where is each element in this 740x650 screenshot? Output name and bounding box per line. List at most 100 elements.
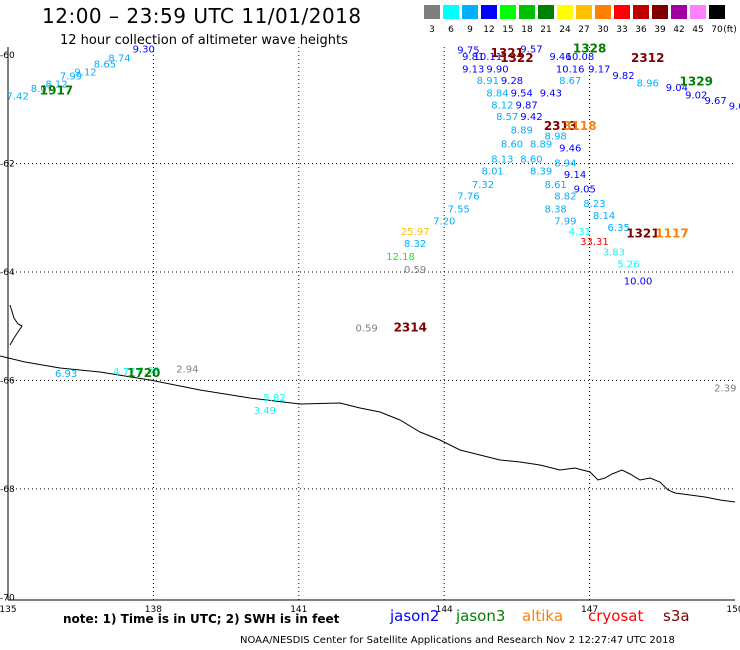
legend-swatch: [424, 5, 440, 19]
legend-label: 9: [467, 25, 473, 35]
pass-id: 1321: [491, 46, 524, 60]
pass-id: 1328: [573, 41, 606, 55]
legend-swatch: [614, 5, 630, 19]
legend-label: 45: [692, 25, 704, 35]
swh-value: 8.07: [31, 84, 53, 95]
swh-value: 9.57: [520, 44, 542, 55]
satellite-altika: altika: [522, 607, 564, 625]
swh-value: 7.76: [457, 191, 479, 202]
swh-value: 9.17: [588, 64, 610, 75]
credit-line: NOAA/NESDIS Center for Satellite Applica…: [240, 635, 675, 646]
swh-value: 7.20: [433, 216, 455, 227]
swh-value: 8.57: [496, 112, 518, 123]
legend-label: 6: [448, 25, 454, 35]
swh-value: 9.04: [666, 83, 688, 94]
legend-label: 33: [616, 25, 628, 35]
swh-value: 8.98: [545, 132, 567, 143]
coastline: [0, 304, 736, 503]
pass-id: 2314: [394, 321, 427, 335]
pass-id: 1117: [655, 226, 688, 240]
swh-value: 10.16: [556, 64, 585, 75]
coast-inlet: [9, 304, 23, 346]
swh-value: 9.12: [74, 68, 96, 79]
swh-value: 9.81: [462, 52, 484, 63]
legend-label: 3: [429, 25, 435, 35]
legend-label: 70: [711, 25, 723, 35]
swh-value: 10.11: [473, 52, 502, 63]
swh-value: 7.42: [7, 92, 29, 103]
legend-label: 12: [483, 25, 495, 35]
swh-value: 9.30: [133, 44, 155, 55]
swh-value: 8.91: [477, 76, 499, 87]
swh-value: 6.93: [55, 369, 77, 380]
pass-id: 2313: [544, 119, 577, 133]
swh-value: 7.99: [60, 72, 82, 83]
lon-label: 138: [145, 605, 162, 615]
swh-value: 12.18: [386, 252, 415, 263]
swh-value: 8.13: [491, 154, 513, 165]
legend-swatch: [462, 5, 478, 19]
pass-id: 1321: [626, 226, 659, 240]
lat-label: -64: [0, 268, 15, 278]
satellite-jason2: jason2: [390, 607, 440, 625]
swh-value: 7.32: [472, 180, 494, 191]
swh-value: 8.74: [108, 54, 130, 65]
legend-swatch: [595, 5, 611, 19]
swh-value: 0.59: [404, 265, 426, 276]
swh-value: 4.77: [113, 367, 135, 378]
legend-swatch: [481, 5, 497, 19]
legend-swatch: [443, 5, 459, 19]
antarctic-coast: [0, 355, 736, 503]
swh-value: 5.26: [617, 260, 639, 271]
swh-value: 9.14: [564, 170, 586, 181]
swh-value: 3.49: [254, 406, 276, 417]
swh-value: 8.94: [554, 158, 576, 169]
swh-value: 4.31: [569, 227, 591, 238]
swh-value: 2.94: [176, 364, 198, 375]
legend-swatch: [652, 5, 668, 19]
swh-value: 8.67: [559, 76, 581, 87]
swh-value: 8.12: [45, 80, 67, 91]
lon-label: 150: [726, 605, 740, 615]
swh-value: 8.61: [545, 180, 567, 191]
pass-id: 1329: [680, 74, 713, 88]
swh-value: 9.43: [540, 88, 562, 99]
swh-value: 9.46: [559, 144, 581, 155]
swh-value: 9.02: [685, 91, 707, 102]
map-frame: [7, 47, 735, 601]
lat-label: -66: [0, 376, 15, 386]
legend-label: 36: [635, 25, 647, 35]
swh-value: 8.14: [593, 211, 615, 222]
lat-lon-grid: [8, 47, 735, 600]
legend-label: 18: [521, 25, 533, 35]
pass-id: 1720: [127, 366, 160, 380]
legend-label: 24: [559, 25, 571, 35]
lat-label: -70: [0, 593, 15, 603]
legend-label: 21: [540, 25, 552, 35]
legend-label: 27: [578, 25, 590, 35]
legend-label: 39: [654, 25, 666, 35]
pass-id: 3118: [563, 119, 596, 133]
swh-value: 8.39: [530, 166, 552, 177]
swh-points: 7.428.078.127.999.128.658.749.30 9.759.81…: [7, 44, 740, 417]
swh-value: 9.42: [520, 112, 542, 123]
satellite-jason3: jason3: [456, 607, 506, 625]
swh-value: 10.08: [566, 52, 595, 63]
legend-label: 42: [673, 25, 685, 35]
swh-value: 0.59: [356, 324, 378, 335]
swh-value: 33.31: [580, 237, 609, 248]
swh-value: 8.65: [94, 60, 116, 71]
lat-label: -62: [0, 160, 15, 170]
swh-value: 9.28: [501, 76, 523, 87]
swh-value: 8.82: [554, 191, 576, 202]
swh-value: 8.38: [545, 204, 567, 215]
swh-value: 9.13: [462, 64, 484, 75]
legend-swatch: [690, 5, 706, 19]
pass-id: 1917: [40, 84, 73, 98]
legend-swatch: [709, 5, 725, 19]
swh-value: 25.97: [401, 227, 430, 238]
satellite-cryosat: cryosat: [588, 607, 644, 625]
lon-label: 141: [290, 605, 307, 615]
